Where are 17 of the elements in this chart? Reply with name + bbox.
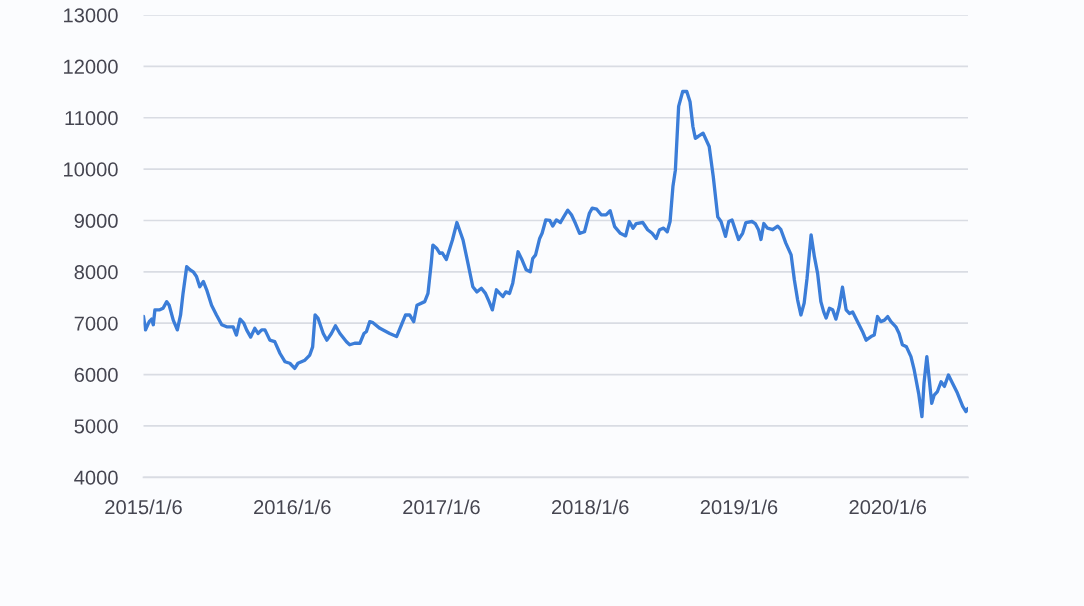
y-tick-label: 7000	[74, 316, 118, 331]
x-tick-label: 2020/1/6	[849, 499, 927, 515]
y-tick-label: 11000	[65, 110, 118, 126]
x-tick-label: 2018/1/6	[552, 499, 629, 515]
y-tick-label: 8000	[74, 265, 118, 280]
y-tick-label: 5000	[74, 419, 118, 434]
y-tick-label: 13000	[64, 8, 118, 23]
x-tick-label: 2015/1/6	[105, 499, 182, 515]
y-tick-label: 4000	[74, 470, 118, 485]
y-tick-label: 10000	[64, 162, 118, 177]
x-tick-label: 2016/1/6	[254, 499, 331, 515]
x-tick-label: 2019/1/6	[700, 499, 778, 515]
x-tick-label: 2017/1/6	[403, 499, 480, 515]
y-tick-label: 6000	[74, 367, 118, 383]
line-series	[143, 89, 968, 419]
y-tick-label: 9000	[74, 213, 118, 228]
y-tick-label: 12000	[64, 59, 118, 74]
